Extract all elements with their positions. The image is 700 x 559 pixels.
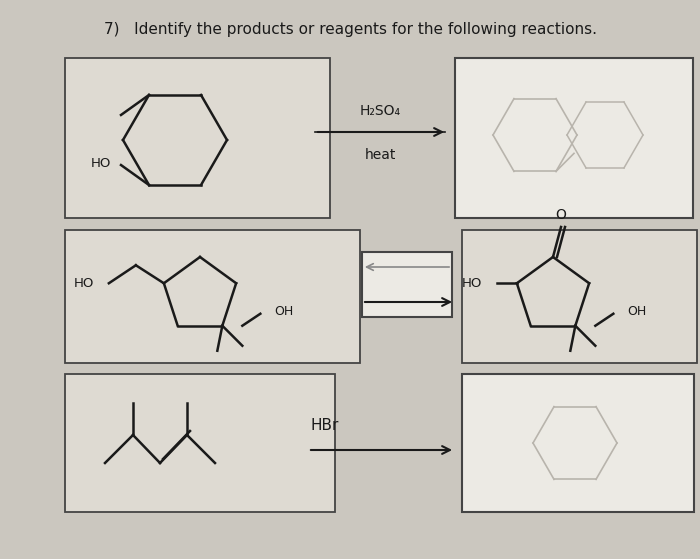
Bar	[462, 374, 694, 512]
Text: OH: OH	[627, 305, 647, 318]
Bar	[455, 58, 693, 218]
Bar	[65, 230, 360, 363]
Text: 7)   Identify the products or reagents for the following reactions.: 7) Identify the products or reagents for…	[104, 22, 596, 37]
Text: HBr: HBr	[310, 419, 338, 433]
Text: HO: HO	[74, 277, 94, 290]
Text: H₂SO₄: H₂SO₄	[359, 104, 400, 118]
Text: OH: OH	[274, 305, 293, 318]
Text: HO: HO	[91, 157, 111, 169]
Bar	[462, 230, 697, 363]
Text: O: O	[556, 208, 566, 222]
Bar	[65, 374, 335, 512]
Bar	[362, 252, 452, 317]
Text: heat: heat	[364, 148, 395, 162]
Text: HO: HO	[461, 277, 482, 290]
Bar	[65, 58, 330, 218]
